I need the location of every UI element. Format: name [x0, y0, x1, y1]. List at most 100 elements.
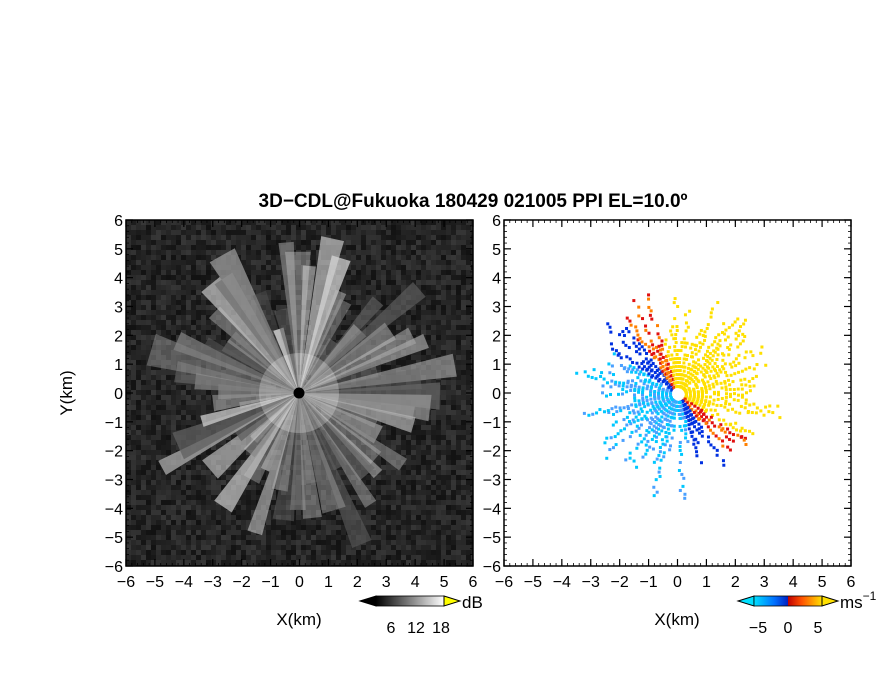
noise-cell	[281, 505, 286, 510]
noise-cell	[436, 320, 441, 325]
noise-cell	[291, 460, 296, 465]
noise-cell	[431, 475, 436, 480]
noise-cell	[166, 370, 171, 375]
noise-cell	[136, 275, 141, 280]
noise-cell	[396, 365, 401, 370]
noise-cell	[461, 410, 466, 415]
noise-cell	[446, 420, 451, 425]
noise-cell	[181, 250, 186, 255]
noise-cell	[386, 425, 391, 430]
noise-cell	[141, 360, 146, 365]
noise-cell	[136, 345, 141, 350]
noise-cell	[426, 230, 431, 235]
noise-cell	[456, 540, 461, 545]
noise-cell	[171, 435, 176, 440]
noise-cell	[406, 485, 411, 490]
reflectivity-ray	[299, 393, 345, 471]
noise-cell	[446, 435, 451, 440]
noise-cell	[166, 335, 171, 340]
noise-cell	[471, 555, 473, 560]
noise-cell	[176, 420, 181, 425]
noise-cell	[236, 460, 241, 465]
noise-cell	[171, 345, 176, 350]
noise-cell	[446, 515, 451, 520]
noise-cell	[281, 500, 286, 505]
noise-cell	[471, 305, 473, 310]
noise-cell	[201, 300, 206, 305]
noise-cell	[366, 490, 371, 495]
noise-cell	[466, 365, 471, 370]
noise-cell	[421, 465, 426, 470]
noise-cell	[221, 535, 226, 540]
noise-cell	[356, 285, 361, 290]
noise-cell	[336, 235, 341, 240]
noise-cell	[471, 420, 473, 425]
noise-cell	[461, 420, 466, 425]
noise-cell	[266, 445, 271, 450]
noise-cell	[366, 290, 371, 295]
noise-cell	[286, 460, 291, 465]
noise-cell	[416, 265, 421, 270]
noise-cell	[171, 450, 176, 455]
noise-cell	[296, 310, 301, 315]
noise-cell	[461, 290, 466, 295]
noise-cell	[466, 410, 471, 415]
noise-cell	[141, 285, 146, 290]
noise-cell	[206, 550, 211, 555]
noise-cell	[161, 405, 166, 410]
noise-cell	[166, 300, 171, 305]
noise-cell	[161, 515, 166, 520]
noise-cell	[126, 320, 131, 325]
noise-cell	[131, 230, 136, 235]
noise-cell	[391, 485, 396, 490]
noise-cell	[386, 270, 391, 275]
noise-cell	[456, 525, 461, 530]
noise-cell	[156, 370, 161, 375]
noise-cell	[161, 420, 166, 425]
noise-cell	[211, 305, 216, 310]
noise-cell	[366, 500, 371, 505]
noise-cell	[396, 220, 401, 225]
noise-cell	[391, 545, 396, 550]
noise-cell	[141, 305, 146, 310]
noise-cell	[421, 315, 426, 320]
noise-cell	[201, 305, 206, 310]
noise-cell	[346, 280, 351, 285]
noise-cell	[366, 225, 371, 230]
noise-cell	[171, 255, 176, 260]
noise-cell	[171, 520, 176, 525]
reflectivity-ray	[299, 393, 375, 481]
noise-cell	[361, 515, 366, 520]
noise-cell	[461, 495, 466, 500]
noise-cell	[461, 320, 466, 325]
noise-cell	[356, 370, 361, 375]
noise-cell	[461, 325, 466, 330]
noise-cell	[156, 365, 161, 370]
noise-cell	[296, 335, 301, 340]
noise-cell	[161, 235, 166, 240]
noise-cell	[156, 500, 161, 505]
noise-cell	[281, 520, 286, 525]
noise-cell	[351, 495, 356, 500]
noise-cell	[161, 440, 166, 445]
noise-cell	[191, 500, 196, 505]
noise-cell	[416, 430, 421, 435]
noise-cell	[451, 305, 456, 310]
noise-cell	[376, 280, 381, 285]
noise-cell	[251, 540, 256, 545]
noise-cell	[206, 480, 211, 485]
noise-cell	[431, 255, 436, 260]
noise-cell	[196, 305, 201, 310]
noise-cell	[346, 230, 351, 235]
reflectivity-ray	[201, 276, 299, 393]
noise-cell	[421, 245, 426, 250]
noise-cell	[126, 415, 131, 420]
noise-cell	[191, 385, 196, 390]
noise-cell	[421, 280, 426, 285]
noise-cell	[131, 480, 136, 485]
noise-cell	[416, 355, 421, 360]
noise-cell	[161, 330, 166, 335]
noise-cell	[136, 325, 141, 330]
noise-cell	[451, 480, 456, 485]
noise-cell	[161, 490, 166, 495]
